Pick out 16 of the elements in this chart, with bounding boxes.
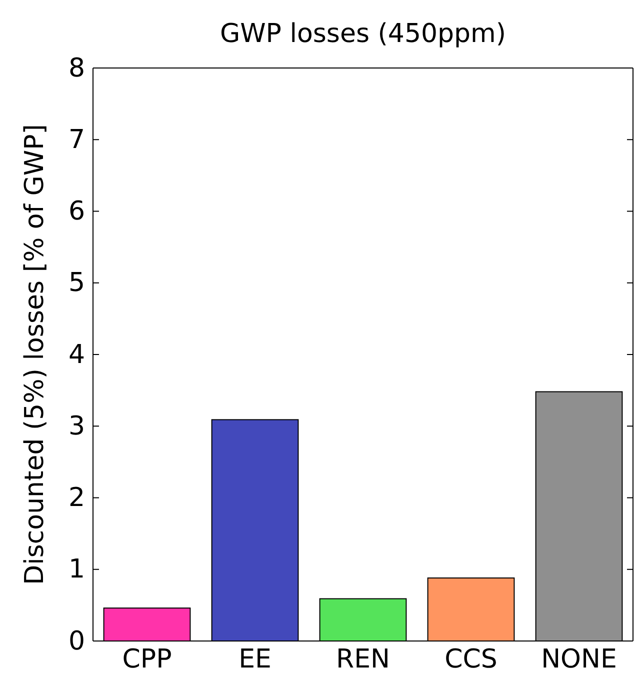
y-tick-label: 4 [68,340,85,370]
x-tick-label: REN [336,644,390,674]
x-tick-label: CCS [444,644,498,674]
y-tick-label: 1 [68,554,85,585]
y-tick-label: 3 [68,411,85,442]
y-tick-label: 0 [68,626,85,656]
chart-title: GWP losses (450ppm) [220,19,506,49]
x-tick-label: EE [238,644,272,674]
y-axis-title: Discounted (5%) losses [% of GWP] [20,124,50,585]
x-tick-label: NONE [541,644,617,674]
x-tick-label: CPP [122,644,172,674]
y-tick-label: 5 [68,268,85,298]
y-tick-label: 6 [68,196,85,227]
y-tick-label: 8 [68,53,85,84]
y-tick-label: 2 [68,483,85,514]
y-tick-label: 7 [68,124,85,155]
